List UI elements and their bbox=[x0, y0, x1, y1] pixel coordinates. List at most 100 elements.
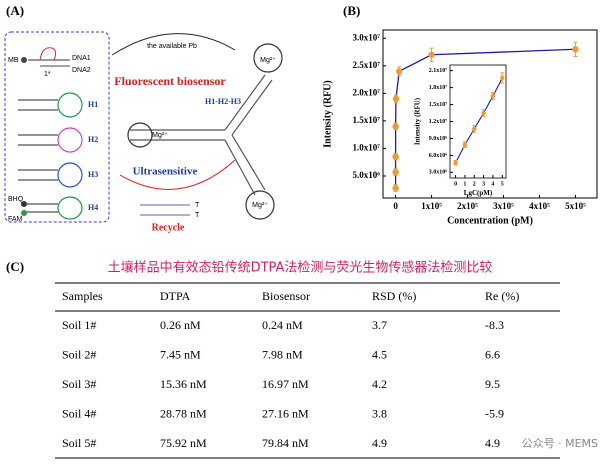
table-cell: Soil 1# bbox=[62, 318, 96, 332]
table-header: Samples bbox=[62, 289, 103, 303]
data-point bbox=[453, 160, 458, 165]
hairpins bbox=[18, 92, 83, 220]
x-tick-label: 1 bbox=[463, 181, 466, 187]
y-tick-label: 2.0x10⁷ bbox=[353, 87, 381, 97]
panel-label: (C) bbox=[6, 259, 24, 274]
table-cell: 28.78 nM bbox=[160, 406, 207, 420]
cleaved-strands bbox=[140, 204, 190, 216]
x-tick-label: 1x10⁵ bbox=[421, 201, 442, 211]
x-tick-label: 5 bbox=[501, 181, 504, 187]
data-point bbox=[392, 95, 400, 103]
x-tick-label: 5x10⁵ bbox=[565, 201, 586, 211]
y-tick-label: 6.0x10⁶ bbox=[429, 153, 448, 159]
table-cell: 4.9 bbox=[485, 436, 500, 450]
hairpin-label: H3 bbox=[88, 170, 98, 179]
y-tick-label: 1.2x10⁷ bbox=[429, 119, 448, 125]
data-point bbox=[481, 110, 486, 116]
y-tick-label: 1.5x10⁷ bbox=[353, 115, 381, 125]
x-tick-label: 2x10⁵ bbox=[457, 201, 478, 211]
table-title: 土壤样品中有效态铅传统DTPA法检测与荧光生物传感器法检测比较 bbox=[108, 260, 493, 276]
table-cell: Soil 2# bbox=[62, 347, 96, 361]
y-tick-label: 2.1x10⁷ bbox=[429, 68, 448, 74]
x-tick-label: 2 bbox=[473, 181, 476, 187]
y-tick-label: 1.8x10⁷ bbox=[429, 85, 448, 91]
table-header: RSD (%) bbox=[372, 289, 416, 303]
data-point bbox=[395, 68, 403, 75]
data-point bbox=[572, 46, 579, 53]
y-axis-title: Intensity (RFU) bbox=[414, 97, 422, 145]
table-cell: -5.9 bbox=[485, 406, 504, 420]
table-cell: 79.84 nM bbox=[262, 436, 309, 450]
table-cell: 15.36 nM bbox=[160, 377, 207, 391]
table-cell: 16.97 nM bbox=[262, 377, 309, 391]
data-point bbox=[500, 75, 505, 81]
arrow-label: the available Pb bbox=[147, 43, 197, 50]
data-point bbox=[428, 51, 435, 58]
mg-label: Mg²⁺ bbox=[260, 57, 276, 64]
quencher bbox=[21, 57, 27, 63]
panel-label: (A) bbox=[6, 3, 24, 18]
table-cell: 0.24 nM bbox=[262, 318, 303, 332]
hairpin-label: H1 bbox=[88, 100, 98, 109]
table-header: Biosensor bbox=[262, 289, 310, 303]
t-label: T bbox=[195, 202, 200, 209]
mg-label: Mg²⁺ bbox=[252, 202, 268, 209]
y-tick-label: 5.0x10⁶ bbox=[353, 170, 381, 180]
table-header: Re (%) bbox=[485, 289, 519, 303]
x-tick-label: 0 bbox=[393, 201, 398, 211]
table-cell: 7.45 nM bbox=[160, 347, 201, 361]
table-cell: 4.2 bbox=[372, 377, 387, 391]
x-tick-label: 3x10⁵ bbox=[493, 201, 514, 211]
y-tick-label: 2.5x10⁷ bbox=[353, 60, 381, 70]
panel-label: (B) bbox=[343, 3, 360, 18]
diagram-title: Fluorescent biosensor bbox=[114, 74, 226, 88]
ultrasensitive-label: Ultrasensitive bbox=[133, 166, 198, 178]
data-point bbox=[392, 153, 399, 160]
watermark: 公众号 · MEMS bbox=[522, 437, 598, 450]
dna2-label: DNA2 bbox=[72, 67, 91, 74]
table-cell: Soil 5# bbox=[62, 436, 96, 450]
table-cell: 3.8 bbox=[372, 406, 387, 420]
hairpin-label: H4 bbox=[88, 203, 98, 212]
recycle-label: Recycle bbox=[152, 222, 185, 233]
t-label: T bbox=[195, 212, 200, 219]
x-axis-title: LgC(pM) bbox=[464, 189, 493, 197]
x-tick-label: 3 bbox=[482, 181, 485, 187]
x-tick-label: 4x10⁵ bbox=[529, 201, 550, 211]
dna1-label: DNA1 bbox=[72, 55, 91, 62]
table-cell: 27.16 nM bbox=[262, 406, 309, 420]
mg-label: Mg²⁺ bbox=[152, 132, 168, 139]
x-tick-label: 4 bbox=[491, 181, 494, 187]
arrow bbox=[119, 159, 236, 190]
data-point bbox=[490, 93, 496, 99]
hairpin-box bbox=[4, 31, 110, 223]
table-cell: Soil 3# bbox=[62, 377, 96, 391]
fam-dot bbox=[21, 210, 27, 216]
table-cell: Soil 4# bbox=[62, 406, 96, 420]
junction bbox=[127, 43, 283, 220]
bhq-label: BHQ bbox=[8, 196, 24, 203]
data-point bbox=[392, 123, 399, 130]
x-axis-title: Concentration (pM) bbox=[447, 216, 533, 227]
table-cell: 6.6 bbox=[485, 347, 500, 361]
fam-label: FAM bbox=[8, 216, 23, 223]
y-tick-label: 3.0x10⁷ bbox=[353, 32, 381, 42]
x-tick-label: 0 bbox=[454, 181, 457, 187]
bhq-dot bbox=[21, 201, 27, 207]
table-cell: 75.92 nM bbox=[160, 436, 207, 450]
arrow bbox=[111, 33, 236, 56]
table-cell: -8.3 bbox=[485, 318, 504, 332]
y-tick-label: 1.0x10⁷ bbox=[353, 142, 381, 152]
domain-label: 1* bbox=[44, 71, 51, 78]
y-tick-label: 9.0x10⁶ bbox=[429, 136, 448, 142]
dna1-complex bbox=[28, 47, 70, 67]
data-point bbox=[392, 168, 399, 176]
mb-label: MB bbox=[8, 57, 19, 64]
table-cell: 3.7 bbox=[372, 318, 387, 332]
table-cell: 4.9 bbox=[372, 436, 387, 450]
complex-label: H1-H2-H3 bbox=[205, 97, 241, 106]
hairpin-label: H2 bbox=[88, 135, 98, 144]
table-cell: 7.98 nM bbox=[262, 347, 303, 361]
